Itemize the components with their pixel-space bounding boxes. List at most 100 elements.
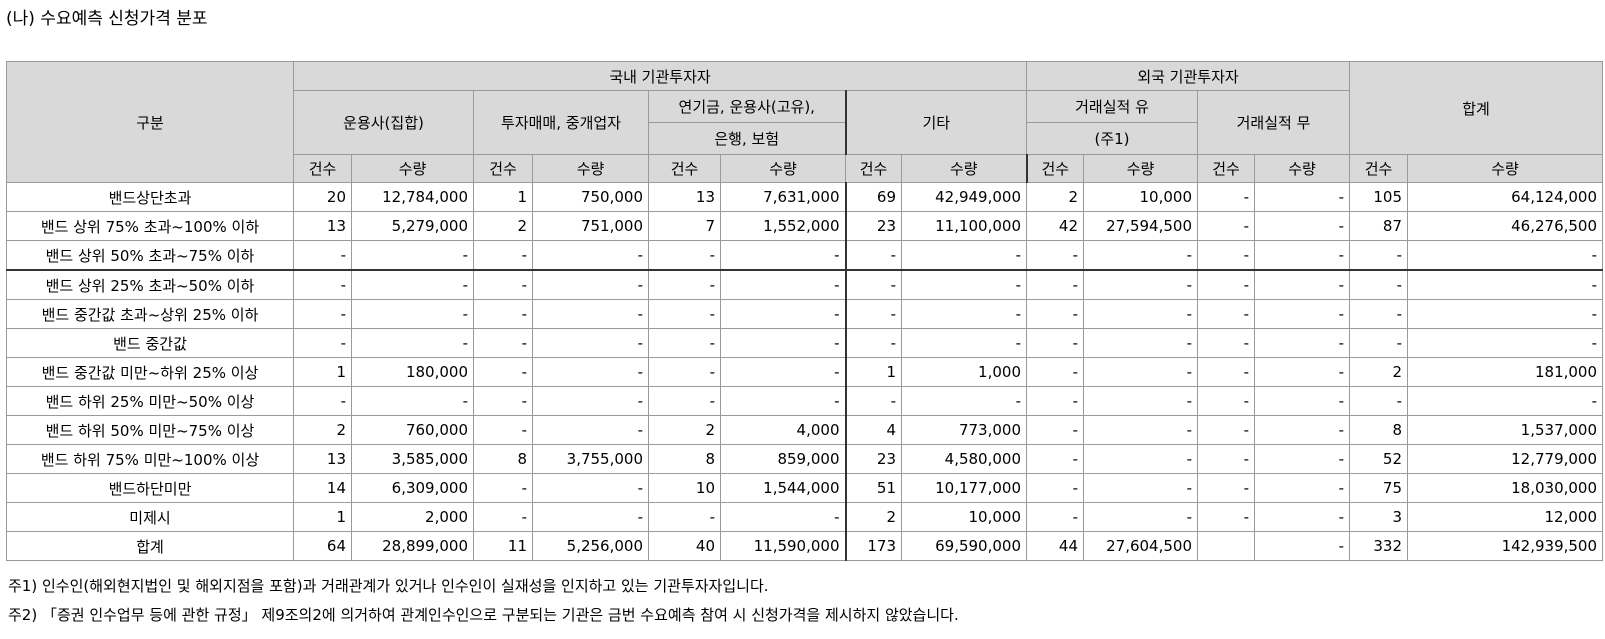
cell-quantity: 750,000 bbox=[532, 182, 649, 212]
cell-quantity: - bbox=[532, 415, 649, 445]
cell-quantity: - bbox=[351, 386, 474, 416]
cell-count: - bbox=[1026, 357, 1084, 387]
cell-quantity: - bbox=[1083, 386, 1198, 416]
table-row: 밴드하단미만 14 6,309,000- -10 1,544,000 51 10,177,0… bbox=[6, 473, 1604, 503]
cell-count: 8 bbox=[1349, 415, 1408, 445]
header-total: 합계 bbox=[1348, 61, 1604, 155]
cell-quantity: - bbox=[1083, 328, 1198, 358]
cell-count: 332 bbox=[1349, 531, 1408, 561]
header-other: 기타 bbox=[844, 90, 1027, 155]
cell-count: 40 bbox=[648, 531, 721, 561]
subheader-quantity: 수량 bbox=[1254, 154, 1350, 183]
cell-count: - bbox=[844, 240, 902, 271]
cell-quantity: 3,585,000 bbox=[351, 444, 474, 474]
cell-quantity: 6,309,000 bbox=[351, 473, 474, 503]
cell-quantity: - bbox=[1083, 473, 1198, 503]
cell-quantity: 4,580,000 bbox=[901, 444, 1027, 474]
row-label: 밴드 하위 50% 미만~75% 이상 bbox=[6, 415, 294, 445]
cell-count: - bbox=[293, 328, 352, 358]
cell-quantity: - bbox=[532, 299, 649, 329]
cell-count: - bbox=[648, 269, 721, 300]
cell-count: 1 bbox=[844, 357, 902, 387]
row-label: 밴드 상위 25% 초과~50% 이하 bbox=[6, 269, 294, 300]
cell-quantity: 760,000 bbox=[351, 415, 474, 445]
row-label: 밴드 상위 50% 초과~75% 이하 bbox=[6, 240, 294, 271]
subheader-count: 건수 bbox=[473, 154, 533, 183]
cell-quantity: 27,604,500 bbox=[1083, 531, 1198, 561]
cell-count: - bbox=[844, 269, 902, 300]
subheader-quantity: 수량 bbox=[720, 154, 846, 183]
cell-quantity: 46,276,500 bbox=[1406, 211, 1604, 241]
cell-count: - bbox=[1197, 182, 1255, 212]
cell-quantity: - bbox=[720, 240, 846, 271]
cell-count: - bbox=[648, 502, 721, 532]
cell-count: - bbox=[1349, 240, 1408, 271]
subheader-count: 건수 bbox=[1025, 154, 1084, 183]
header-foreign-yes-line1: 거래실적 유 bbox=[1026, 90, 1198, 123]
cell-count: - bbox=[293, 386, 352, 416]
cell-count: 13 bbox=[293, 211, 352, 241]
cell-quantity: - bbox=[720, 269, 846, 300]
cell-count: 2 bbox=[1026, 182, 1084, 212]
cell-quantity: - bbox=[532, 269, 649, 300]
cell-quantity: 142,939,500 bbox=[1406, 531, 1604, 561]
cell-count: 23 bbox=[844, 211, 902, 241]
cell-quantity: - bbox=[1406, 240, 1604, 271]
cell-quantity: - bbox=[720, 357, 846, 387]
cell-quantity: - bbox=[1406, 328, 1604, 358]
row-label: 미제시 bbox=[6, 502, 294, 532]
cell-quantity: - bbox=[532, 386, 649, 416]
cell-count: - bbox=[1197, 328, 1255, 358]
cell-count: 11 bbox=[473, 531, 533, 561]
table-row: 미제시 1 2,000- - - -2 10,000- - - -3 12,000 bbox=[6, 502, 1604, 532]
subheader-quantity: 수량 bbox=[1083, 154, 1198, 183]
cell-count: - bbox=[1349, 299, 1408, 329]
cell-quantity: 5,279,000 bbox=[351, 211, 474, 241]
cell-count: - bbox=[473, 269, 533, 300]
table-header: 구분 국내 기관투자자 외국 기관투자자 합계 운용사(집합) 투자매매, 중개… bbox=[6, 61, 1604, 183]
cell-quantity: - bbox=[1254, 357, 1350, 387]
cell-quantity: - bbox=[901, 269, 1027, 300]
cell-quantity: - bbox=[1254, 415, 1350, 445]
cell-quantity: - bbox=[1083, 444, 1198, 474]
cell-quantity: - bbox=[532, 473, 649, 503]
cell-count: 2 bbox=[1349, 357, 1408, 387]
table-row: 밴드 중간값 초과~상위 25% 이하 - - - - - - - - - - - - - - bbox=[6, 299, 1604, 329]
table-row: 밴드 상위 50% 초과~75% 이하 - - - - - - - - - - - - - - bbox=[6, 240, 1604, 271]
subheader-quantity: 수량 bbox=[532, 154, 649, 183]
cell-quantity: 751,000 bbox=[532, 211, 649, 241]
cell-count: 87 bbox=[1349, 211, 1408, 241]
cell-count: - bbox=[1197, 415, 1255, 445]
cell-quantity: - bbox=[720, 502, 846, 532]
cell-count: 69 bbox=[844, 182, 902, 212]
table-row: 밴드 상위 75% 초과~100% 이하 13 5,279,000 2 751,000 7… bbox=[6, 211, 1604, 241]
cell-count: - bbox=[1026, 415, 1084, 445]
cell-count: - bbox=[1349, 386, 1408, 416]
cell-count: - bbox=[1197, 444, 1255, 474]
cell-count: 1 bbox=[293, 502, 352, 532]
table-row: 밴드 중간값 미만~하위 25% 이상 1 180,000- - - -1 1,000- - -… bbox=[6, 357, 1604, 387]
cell-quantity: - bbox=[720, 328, 846, 358]
cell-quantity: - bbox=[532, 357, 649, 387]
cell-quantity: 64,124,000 bbox=[1406, 182, 1604, 212]
cell-count: - bbox=[293, 269, 352, 300]
cell-quantity: 7,631,000 bbox=[720, 182, 846, 212]
cell-quantity: - bbox=[901, 386, 1027, 416]
cell-count: - bbox=[648, 328, 721, 358]
cell-quantity: - bbox=[1254, 269, 1350, 300]
subheader-quantity: 수량 bbox=[1406, 154, 1604, 183]
header-domestic: 국내 기관투자자 bbox=[293, 61, 1027, 91]
cell-count: - bbox=[1026, 386, 1084, 416]
table-row: 밴드 하위 75% 미만~100% 이상 13 3,585,000 8 3,755,00… bbox=[6, 444, 1604, 474]
cell-quantity: - bbox=[1083, 240, 1198, 271]
cell-count: - bbox=[1026, 473, 1084, 503]
cell-quantity: 12,779,000 bbox=[1406, 444, 1604, 474]
cell-count: - bbox=[293, 299, 352, 329]
cell-count: - bbox=[473, 386, 533, 416]
cell-quantity: 773,000 bbox=[901, 415, 1027, 445]
cell-count: - bbox=[473, 502, 533, 532]
cell-count: - bbox=[473, 415, 533, 445]
cell-count: - bbox=[1026, 328, 1084, 358]
subheader-count: 건수 bbox=[293, 154, 352, 183]
cell-quantity: - bbox=[1083, 269, 1198, 300]
